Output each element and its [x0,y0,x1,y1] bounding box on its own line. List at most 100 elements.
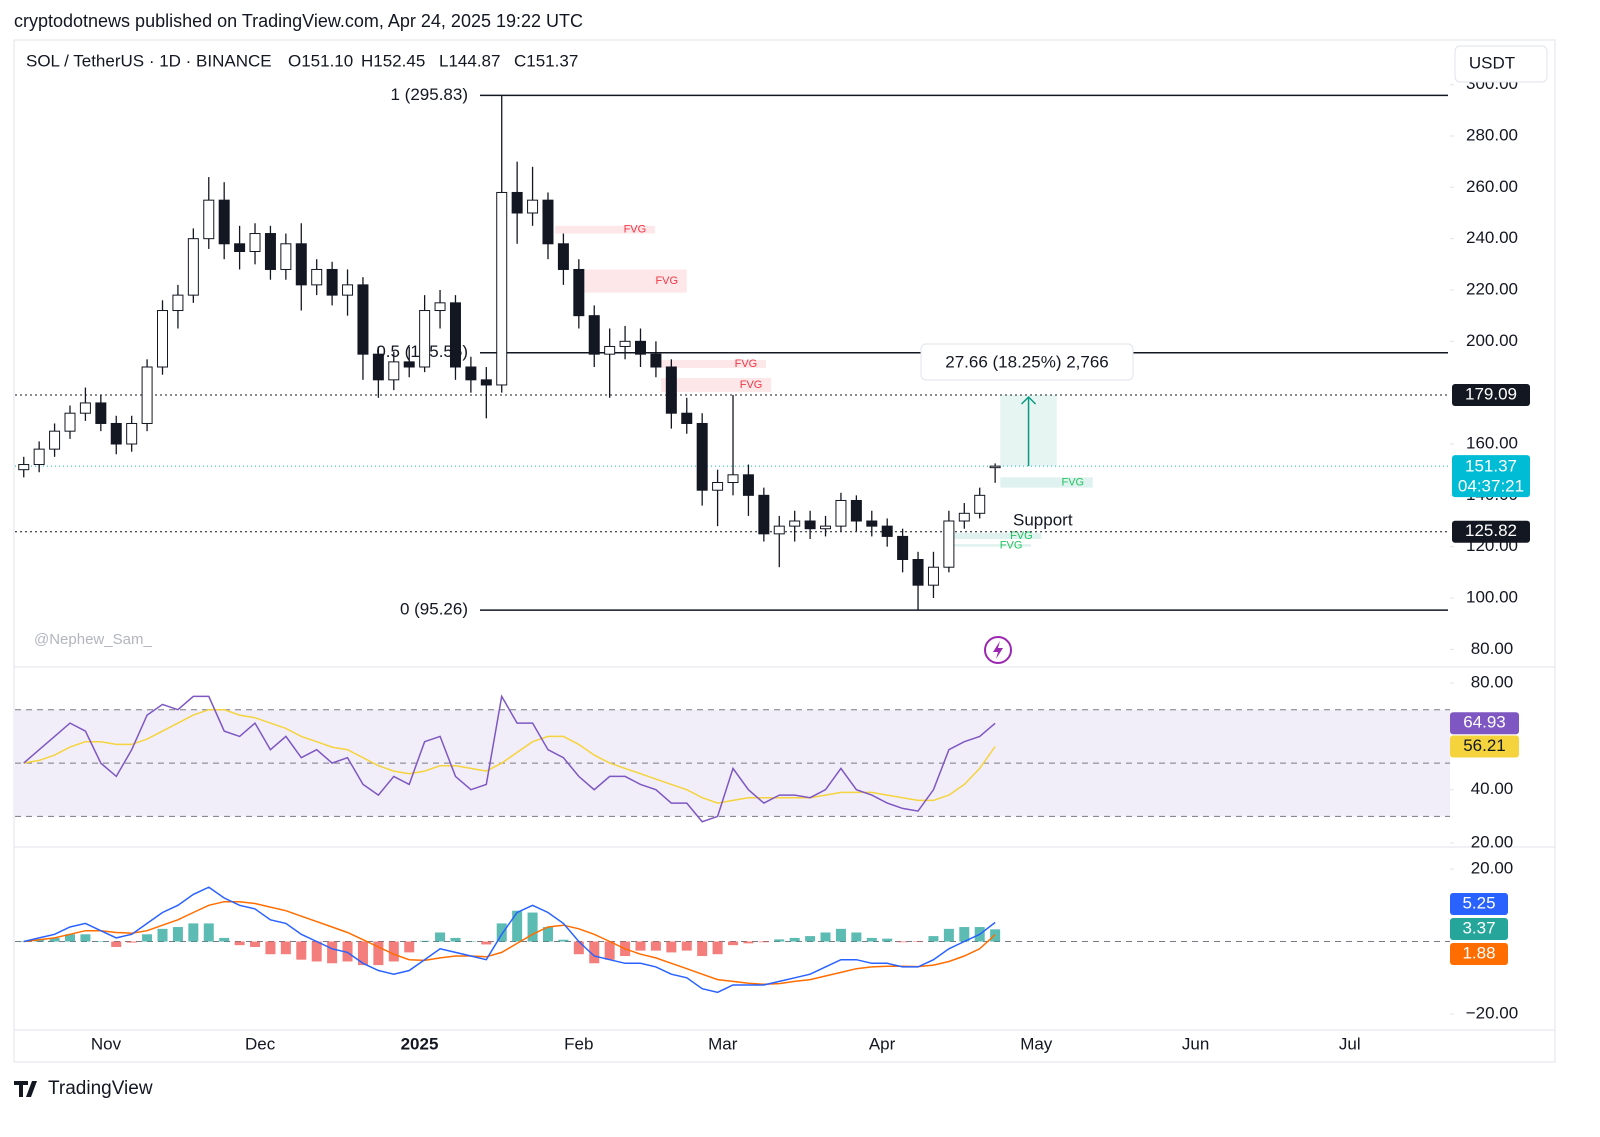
candle-body [326,268,338,296]
macd-histogram-bar [111,941,122,947]
fvg-zone [1000,477,1093,488]
x-tick-label: 2025 [401,1034,439,1053]
fvg-zone [661,360,766,369]
currency: USDT [1469,53,1515,72]
candle-body [573,268,585,317]
candle-body [465,366,477,381]
candle-body [727,474,739,484]
price-tag [1450,712,1519,735]
candle-body [157,310,169,368]
alert-icon [984,636,1012,664]
logo [14,1081,37,1097]
macd-histogram-bar [712,941,723,955]
macd-histogram-bar [928,936,939,942]
macd-histogram-bar [157,928,168,942]
macd-histogram-bar [496,923,507,942]
candle-body [912,559,924,586]
candle-body [604,345,616,355]
candle-body [434,302,446,312]
macd-histogram-bar [697,941,708,957]
macd-histogram-bar [542,927,553,942]
price-tag [1452,455,1530,498]
macd-histogram-bar [789,937,800,942]
price-tag [1450,943,1508,965]
macd-histogram-bar [527,912,538,942]
candle-body [619,340,631,347]
price-tag-label: 1.88 [1462,943,1495,962]
candle-body [927,566,939,586]
macd-histogram-bar [95,941,106,943]
candle-body [850,499,862,522]
macd-histogram-bar [573,941,584,955]
candle-body [665,366,677,414]
macd-histogram-bar [681,941,692,951]
candle-body [79,402,91,414]
fib-label: 1 (295.83) [391,85,469,104]
candle-body [141,366,153,424]
watermark: @Nephew_Sam_ [34,631,152,648]
macd-histogram-bar [234,941,245,946]
price-tag [1452,384,1530,407]
fvg-zone [579,269,687,293]
fvg-zone [954,533,1042,539]
x-tick-label: Dec [245,1034,276,1053]
price-tag [1450,735,1519,758]
macd-histogram-bar [450,937,461,942]
candle-body [419,310,431,368]
macd-histogram-bar [728,941,739,946]
y-tick-label: 40.00 [1471,779,1514,798]
candle-body [18,464,30,471]
macd-histogram-bar [774,939,785,942]
candle-body [650,353,662,368]
y-tick-label: 20.00 [1471,859,1514,878]
macd-histogram-bar [835,928,846,942]
candle-body [264,233,276,270]
candle-body [372,353,384,381]
x-tick-label: Jun [1182,1034,1209,1053]
candle-body [388,361,400,381]
macd-histogram-bar [126,941,137,943]
macd-histogram-bar [604,941,615,960]
macd-histogram-bar [250,941,261,947]
ohlc-close: C151.37 [514,51,578,70]
macd-histogram-bar [650,941,661,951]
macd-signal-line [23,900,996,986]
macd-histogram-bar [388,941,399,962]
x-tick-label: May [1020,1034,1053,1053]
candle-body [234,243,246,252]
macd-histogram-bar [219,937,230,942]
annotation: Support [1013,510,1073,529]
fvg-label: FVG [624,224,647,236]
candle-body [511,191,523,214]
candle-body [758,494,770,535]
price-tag-label: 179.09 [1465,384,1517,403]
macd-histogram-bar [820,932,831,942]
candle-body [110,422,122,445]
macd-histogram-bar [203,923,214,942]
y-tick-label: 80.00 [1471,673,1514,692]
y-tick-label: 100.00 [1466,587,1518,606]
macd-histogram-bar [404,941,415,953]
macd-histogram-bar [743,941,754,944]
macd-histogram-bar [172,927,183,942]
fvg-zone [661,378,772,392]
y-tick-label: 260.00 [1466,177,1518,196]
macd-histogram-bar [589,941,600,964]
ohlc-low: L144.87 [439,51,500,70]
candle-body [295,243,307,286]
candle-body [958,512,970,522]
y-tick-label: 20.00 [1471,833,1514,852]
candle-body [634,340,646,355]
y-tick-label: 220.00 [1466,279,1518,298]
price-tag-label: 151.37 [1465,457,1517,476]
macd-histogram-bar [512,910,523,942]
candle-body [588,315,600,355]
macd-histogram-bar [34,939,45,942]
candle-body [527,199,539,214]
macd-histogram-bar [558,939,569,942]
candle-body [804,520,816,530]
candle-body [742,474,754,496]
price-tag-label: 5.25 [1462,893,1495,912]
fib-label: 0 (95.26) [400,600,468,619]
fvg-label: FVG [655,275,678,287]
